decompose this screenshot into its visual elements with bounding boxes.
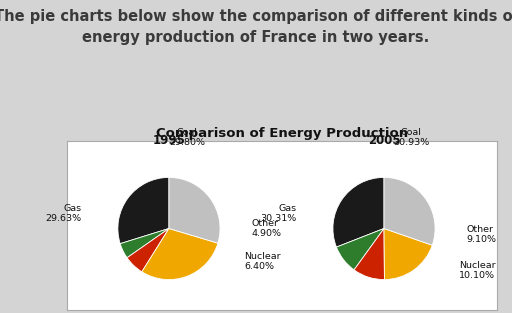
Wedge shape [384, 228, 432, 280]
Wedge shape [354, 228, 385, 280]
Text: 2005: 2005 [368, 134, 400, 147]
Text: Coal
29.80%: Coal 29.80% [169, 128, 205, 147]
Wedge shape [169, 177, 220, 243]
Text: Other
9.10%: Other 9.10% [466, 225, 497, 244]
Text: Gas
30.31%: Gas 30.31% [261, 204, 297, 223]
Text: Other
4.90%: Other 4.90% [251, 219, 282, 238]
Text: Nuclear
6.40%: Nuclear 6.40% [244, 252, 281, 271]
Text: The pie charts below show the comparison of different kinds of
energy production: The pie charts below show the comparison… [0, 9, 512, 45]
Text: Gas
29.63%: Gas 29.63% [46, 204, 82, 223]
Text: Nuclear
10.10%: Nuclear 10.10% [459, 261, 496, 280]
Text: 1995: 1995 [153, 134, 185, 147]
Wedge shape [384, 177, 435, 245]
Wedge shape [127, 228, 169, 272]
Text: Coal
30.93%: Coal 30.93% [393, 128, 429, 147]
Wedge shape [118, 177, 169, 244]
Title: Comparison of Energy Production: Comparison of Energy Production [156, 127, 408, 140]
Wedge shape [336, 228, 384, 270]
Wedge shape [120, 228, 169, 258]
Wedge shape [142, 228, 218, 280]
Wedge shape [333, 177, 384, 247]
